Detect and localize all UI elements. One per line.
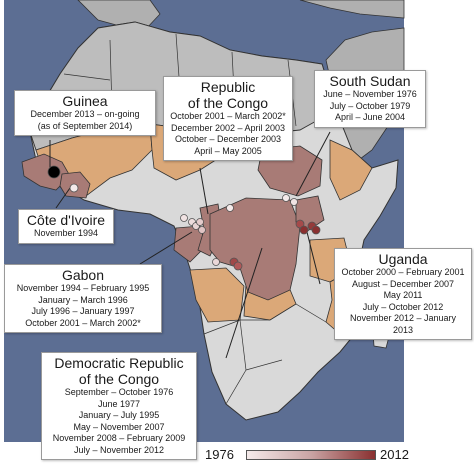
outbreak-marker bbox=[226, 204, 234, 212]
southern-borders bbox=[203, 303, 327, 405]
callout-date: April – June 2004 bbox=[334, 112, 406, 122]
callout-title: of the Congo bbox=[78, 371, 160, 387]
outbreak-marker bbox=[69, 183, 79, 193]
callout-title: Republic bbox=[200, 79, 256, 95]
callout-date: June 1977 bbox=[97, 398, 141, 409]
leader-lines bbox=[49, 131, 331, 359]
callout-title: Côte d'Ivoire bbox=[26, 212, 106, 228]
callout-date: June – November 1976 bbox=[323, 89, 417, 99]
callout-date: January – March 1996 bbox=[38, 294, 128, 305]
outbreak-markers bbox=[47, 165, 321, 271]
callout-democratic-republic-of-the-congo: Democratic Republic of the Congo Septemb… bbox=[41, 352, 197, 460]
callout-title: South Sudan bbox=[329, 73, 411, 89]
outbreak-marker bbox=[299, 225, 309, 235]
outbreak-marker bbox=[233, 261, 243, 271]
callout-date: November 2008 – February 2009 bbox=[52, 433, 186, 443]
callout-title: of the Congo bbox=[187, 95, 269, 111]
callout-date: October – December 2003 bbox=[174, 134, 282, 144]
callout-south-sudan: South Sudan June – November 1976 July – … bbox=[314, 70, 426, 128]
outbreak-marker bbox=[198, 226, 206, 234]
callout-date: July – November 2012 bbox=[73, 444, 165, 455]
callout-date: December 2013 – on-going bbox=[30, 109, 140, 119]
outbreak-marker bbox=[295, 219, 305, 229]
callout-date: November 2012 – January 2013 bbox=[349, 313, 457, 335]
callout-date: January – July 1995 bbox=[78, 410, 160, 420]
outbreak-marker bbox=[290, 198, 298, 206]
callout-date: December 2002 – April 2003 bbox=[170, 122, 286, 133]
callout-date: (as of September 2014) bbox=[37, 120, 133, 131]
legend-end-year: 2012 bbox=[380, 447, 409, 462]
outbreak-marker bbox=[212, 258, 220, 266]
callout-republic-of-the-congo: Republic of the Congo October 2001 – Mar… bbox=[163, 76, 293, 161]
callout-date: July – October 2012 bbox=[362, 301, 444, 312]
callout-date: May – November 2007 bbox=[73, 421, 165, 432]
callout-date: April – May 2005 bbox=[194, 145, 262, 156]
callout-date: October 2001 – March 2002* bbox=[170, 111, 286, 121]
callout-date: July – October 1979 bbox=[329, 100, 411, 111]
legend-start-year: 1976 bbox=[205, 447, 234, 462]
callout-title: Guinea bbox=[62, 93, 108, 109]
callout-date: May 2011 bbox=[383, 290, 423, 300]
callout-uganda: Uganda October 2000 – February 2001 Augu… bbox=[334, 248, 472, 340]
callout-date: October 2000 – February 2001 bbox=[341, 267, 465, 277]
callout-date: August – December 2007 bbox=[351, 278, 455, 289]
legend-color-gradient bbox=[246, 450, 376, 460]
outbreak-marker bbox=[196, 218, 204, 226]
outbreak-marker bbox=[282, 194, 290, 202]
mediterranean-coast bbox=[299, 0, 405, 19]
callout-title: Uganda bbox=[378, 251, 428, 267]
callout-date: October 2001 – March 2002* bbox=[25, 317, 141, 328]
callout-date: November 1994 bbox=[33, 228, 99, 238]
callout-date: November 1994 – February 1995 bbox=[16, 283, 150, 293]
callout-guinea: Guinea December 2013 – on-going (as of S… bbox=[14, 90, 156, 136]
callout-date: July 1996 – January 1997 bbox=[31, 306, 135, 316]
callout-date: September – October 1976 bbox=[64, 387, 174, 397]
callout-cote-divoire: Côte d'Ivoire November 1994 bbox=[18, 209, 114, 244]
outbreak-marker bbox=[180, 214, 188, 222]
callout-title: Gabon bbox=[61, 267, 105, 283]
callout-gabon: Gabon November 1994 – February 1995 Janu… bbox=[4, 264, 162, 333]
outbreak-marker bbox=[311, 225, 321, 235]
callout-title: Democratic Republic bbox=[54, 355, 184, 371]
ethiopia-risk bbox=[329, 139, 373, 201]
outbreak-marker bbox=[47, 165, 61, 179]
